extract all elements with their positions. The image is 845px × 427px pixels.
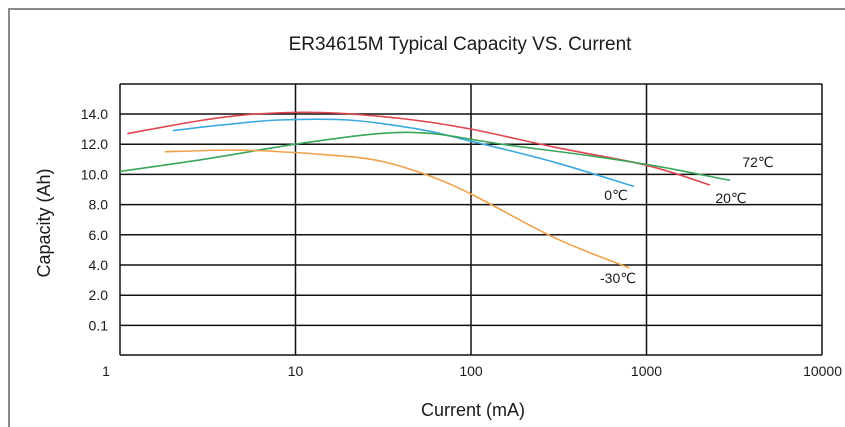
- series-label: 20℃: [715, 190, 746, 206]
- y-axis-label: Capacity (Ah): [34, 168, 54, 277]
- series-line: [172, 118, 635, 188]
- y-tick-label: 0.1: [89, 317, 109, 333]
- series-label: 72℃: [742, 154, 773, 170]
- y-tick-label: 2.0: [89, 287, 109, 303]
- y-tick-label: 6.0: [89, 227, 109, 243]
- y-tick-label: 8.0: [89, 197, 109, 213]
- x-tick-label: 1000: [631, 363, 662, 379]
- y-tick-labels: 14.0 12.0 10.0 8.0 6.0 4.0 2.0 0.1: [81, 106, 108, 333]
- chart-title: ER34615M Typical Capacity VS. Current: [289, 34, 633, 55]
- x-tick-label: 10: [288, 363, 304, 379]
- x-tick-labels: 1 10 100 1000 10000: [102, 363, 842, 379]
- y-tick-label: 14.0: [81, 106, 108, 122]
- series-lines: [119, 111, 731, 269]
- x-axis-label: Current (mA): [421, 400, 525, 420]
- y-tick-label: 4.0: [89, 257, 109, 273]
- y-tick-label: 10.0: [81, 166, 108, 182]
- series-line: [119, 131, 731, 182]
- x-tick-label: 10000: [803, 363, 842, 379]
- x-tick-label: 100: [459, 363, 483, 379]
- y-tick-label: 12.0: [81, 136, 108, 152]
- x-tick-label: 1: [102, 363, 110, 379]
- chart-frame: [8, 8, 845, 427]
- series-line: [164, 149, 630, 269]
- series-label: -30℃: [600, 270, 636, 286]
- series-labels: 20℃ 0℃ 72℃ -30℃: [600, 154, 774, 286]
- series-label: 0℃: [604, 187, 628, 203]
